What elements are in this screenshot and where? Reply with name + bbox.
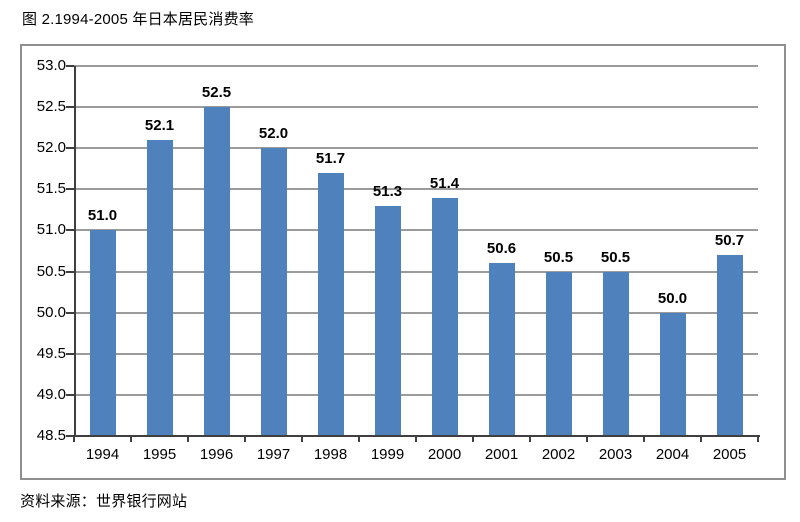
x-tick-label: 1996 xyxy=(199,446,234,463)
x-axis-tick xyxy=(358,437,360,442)
y-axis-tick xyxy=(66,270,74,273)
bar-value-label: 51.3 xyxy=(372,182,403,200)
bar xyxy=(431,197,458,435)
bar-value-label: 51.4 xyxy=(429,174,460,192)
bar xyxy=(203,107,230,435)
gridline xyxy=(74,188,758,191)
y-tick-label: 51.0 xyxy=(36,221,66,239)
x-axis-tick xyxy=(700,437,702,442)
bar-value-label: 52.0 xyxy=(258,125,289,143)
gridline xyxy=(74,393,758,396)
bar-value-label: 50.5 xyxy=(600,248,631,266)
bar xyxy=(545,271,572,435)
y-tick-label: 53.0 xyxy=(36,57,66,74)
gridline xyxy=(74,147,758,150)
bar xyxy=(146,140,173,435)
y-axis-tick xyxy=(66,393,74,396)
y-axis-tick xyxy=(66,106,74,109)
x-axis-tick xyxy=(415,437,417,442)
y-tick-label: 52.0 xyxy=(36,139,66,157)
bar-value-label: 50.7 xyxy=(714,232,745,250)
x-tick-label: 2004 xyxy=(655,446,690,463)
x-tick-label: 2001 xyxy=(484,446,519,463)
y-tick-label: 50.0 xyxy=(36,303,66,321)
x-tick-label: 1997 xyxy=(256,446,291,463)
y-axis-tick xyxy=(66,65,74,67)
x-axis-tick xyxy=(472,437,474,442)
x-axis-line xyxy=(74,435,760,437)
source-note: 资料来源：世界银行网站 xyxy=(20,493,188,510)
bar xyxy=(716,255,743,435)
y-tick-label: 50.5 xyxy=(36,262,66,280)
x-tick-label: 2002 xyxy=(541,446,576,463)
y-axis-tick xyxy=(66,147,74,150)
y-axis-line xyxy=(74,66,76,436)
gridline xyxy=(74,65,758,67)
y-axis-tick xyxy=(66,435,74,437)
y-tick-label: 51.5 xyxy=(36,180,66,198)
gridline xyxy=(74,352,758,355)
gridline xyxy=(74,270,758,273)
x-axis-tick xyxy=(301,437,303,442)
y-axis-tick xyxy=(66,311,74,314)
gridline xyxy=(74,106,758,109)
y-tick-label: 49.0 xyxy=(36,385,66,403)
x-tick-label: 2003 xyxy=(598,446,633,463)
gridline xyxy=(74,229,758,232)
gridline xyxy=(74,311,758,314)
y-tick-label: 52.5 xyxy=(36,98,66,116)
x-axis-tick xyxy=(586,437,588,442)
bar xyxy=(602,271,629,435)
chart-area: 48.5 49.0 49.5 50.0 50.5 51.0 51.5 52.0 52.5 53.0… xyxy=(20,44,786,480)
x-axis-tick xyxy=(244,437,246,442)
x-axis-tick xyxy=(187,437,189,442)
x-tick-label: 2000 xyxy=(427,446,462,463)
y-tick-label: 49.5 xyxy=(36,344,66,362)
bar-value-label: 50.5 xyxy=(543,248,574,266)
x-tick-label: 2005 xyxy=(712,446,747,463)
x-tick-label: 1999 xyxy=(370,446,405,463)
x-tick-label: 1998 xyxy=(313,446,348,463)
bar-value-label: 50.6 xyxy=(486,240,517,258)
plot-area: 48.5 49.0 49.5 50.0 50.5 51.0 51.5 52.0 52.5 53.0… xyxy=(22,46,784,478)
bar-value-label: 51.7 xyxy=(315,149,346,167)
bar-value-label: 52.1 xyxy=(144,117,175,134)
y-tick-label: 48.5 xyxy=(36,427,66,444)
x-tick-label: 1995 xyxy=(142,446,177,463)
y-axis-tick xyxy=(66,352,74,355)
x-axis-tick xyxy=(130,437,132,442)
bar-value-label: 50.0 xyxy=(657,289,688,307)
x-axis-tick xyxy=(529,437,531,442)
bar xyxy=(659,312,686,435)
x-axis-tick xyxy=(73,437,75,442)
bar xyxy=(317,172,344,435)
x-tick-label: 1994 xyxy=(85,446,120,463)
bar xyxy=(260,148,287,435)
x-axis-tick xyxy=(757,437,759,442)
y-axis-tick xyxy=(66,188,74,191)
bar-value-label: 52.5 xyxy=(201,84,232,102)
bar xyxy=(374,205,401,435)
y-axis-tick xyxy=(66,229,74,232)
x-axis-tick xyxy=(643,437,645,442)
chart-title: 图 2.1994-2005 年日本居民消费率 xyxy=(22,11,254,28)
bar-value-label: 51.0 xyxy=(87,207,118,225)
bar xyxy=(488,263,515,435)
bar xyxy=(89,230,116,435)
